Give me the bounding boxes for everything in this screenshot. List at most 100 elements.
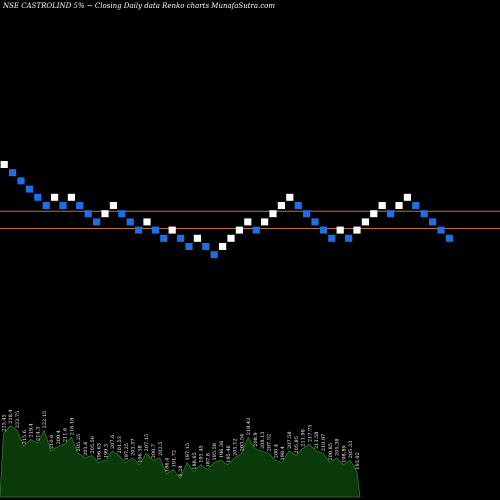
renko-brick-down	[17, 177, 25, 185]
renko-brick-up	[143, 218, 151, 226]
volume-label: 211.6	[63, 428, 69, 442]
volume-label: 214.3	[35, 427, 41, 441]
volume-label: 203.54	[239, 434, 245, 452]
volume-label: 186.4	[165, 458, 171, 472]
renko-brick-down	[412, 202, 420, 209]
volume-label: 191.45	[199, 445, 205, 463]
renko-brick-up	[277, 202, 285, 209]
volume-label: 217.75	[307, 425, 313, 443]
volume-label: 209.4	[56, 430, 62, 444]
renko-brick-down	[76, 202, 84, 209]
volume-label: 205.38	[335, 438, 341, 456]
volume-label: 196.63	[97, 443, 103, 461]
renko-brick-down	[34, 193, 42, 201]
volume-label: 200.4	[273, 444, 279, 458]
renko-brick-down	[294, 202, 302, 209]
renko-brick-down	[9, 169, 17, 177]
volume-label: 200.85	[328, 443, 334, 461]
volume-label: 202.5	[158, 442, 164, 456]
renko-brick-up	[168, 226, 176, 234]
renko-brick-down	[328, 234, 336, 242]
volume-label: 201.12	[233, 438, 239, 456]
renko-brick-up	[227, 234, 235, 242]
volume-label: 210.97	[321, 434, 327, 452]
volume-label: 215.6	[22, 430, 28, 444]
volume-label: 198.4	[280, 446, 286, 460]
volume-label: 216.18	[69, 418, 75, 436]
renko-brick-down	[42, 202, 50, 209]
renko-brick-up	[336, 226, 344, 234]
volume-label: 196.38	[137, 445, 143, 463]
volume-label: 213.58	[314, 432, 320, 450]
volume-label: 205.33	[348, 441, 354, 459]
level-lines	[0, 210, 500, 229]
volume-label: 223.75	[15, 411, 21, 429]
renko-brick-down	[185, 243, 193, 250]
volume-label: 205.85	[294, 436, 300, 454]
renko-brick-down	[429, 218, 437, 226]
volume-label: 197.25	[124, 443, 130, 461]
renko-brick-up	[51, 193, 59, 201]
volume-label: 208.13	[260, 432, 266, 450]
volume-label: 199.3	[103, 444, 109, 458]
volume-label: 208.9	[253, 432, 259, 446]
volume-label: 187.8	[205, 453, 211, 467]
renko-brick-up	[109, 202, 117, 209]
volume-label: 195.46	[226, 445, 232, 463]
renko-brick-up	[370, 210, 378, 218]
renko-brick-down	[59, 202, 67, 209]
volume-label: 218.43	[246, 418, 252, 436]
renko-brick-up	[67, 193, 75, 201]
volume-label: 203.57	[131, 438, 137, 456]
renko-brick-up	[0, 161, 8, 168]
renko-brick-down	[345, 234, 353, 242]
chart-title: NSE CASTROLIND 5% ~ Closing Daily data R…	[3, 2, 276, 10]
renko-brick-down	[202, 243, 210, 250]
renko-brick-up	[244, 218, 252, 226]
renko-brick-down	[445, 234, 453, 242]
volume-label: 207.6	[110, 435, 116, 449]
renko-brick-down	[84, 210, 92, 218]
volume-label: 200.7	[151, 444, 157, 458]
volume-label: 198.89	[341, 445, 347, 463]
renko-brick-down	[135, 226, 143, 234]
volume-label: 207.58	[287, 432, 293, 450]
renko-brick-down	[311, 218, 319, 226]
renko-brick-down	[210, 251, 218, 259]
volume-label: 207.15	[144, 434, 150, 452]
renko-brick-up	[193, 234, 201, 242]
renko-brick-down	[126, 218, 134, 226]
volume-label: 222.15	[42, 411, 48, 429]
volume-label: 197.15	[185, 443, 191, 461]
volume-label: 196.36	[219, 441, 225, 459]
volume-area	[0, 425, 361, 498]
volume-label: 191.72	[171, 450, 177, 468]
volume-label: 205.25	[76, 434, 82, 452]
renko-brick-down	[25, 185, 33, 193]
renko-brick-up	[403, 193, 411, 201]
volume-label: 207.52	[267, 434, 273, 452]
volume-label: 219.4	[29, 423, 35, 437]
renko-brick-up	[101, 210, 109, 218]
volume-label: 210.6	[49, 435, 55, 449]
renko-brick-down	[160, 234, 168, 242]
renko-brick-up	[353, 226, 361, 234]
renko-brick-up	[261, 218, 269, 226]
renko-brick-down	[177, 234, 185, 242]
volume-label: 188.65	[192, 452, 198, 470]
volume-label: 193.92	[355, 452, 361, 470]
renko-brick-up	[219, 243, 227, 250]
volume-label: 201.6	[83, 442, 89, 456]
volume-area-shape	[0, 425, 361, 498]
renko-brick-down	[437, 226, 445, 234]
volume-label: 211.98	[301, 429, 307, 447]
volume-label: 201.53	[117, 436, 123, 454]
renko-brick-up	[269, 210, 277, 218]
renko-brick-down	[319, 226, 327, 234]
renko-brick-up	[235, 226, 243, 234]
renko-bricks	[0, 161, 453, 259]
volume-label: 225.45	[1, 414, 7, 432]
renko-brick-up	[378, 202, 386, 209]
